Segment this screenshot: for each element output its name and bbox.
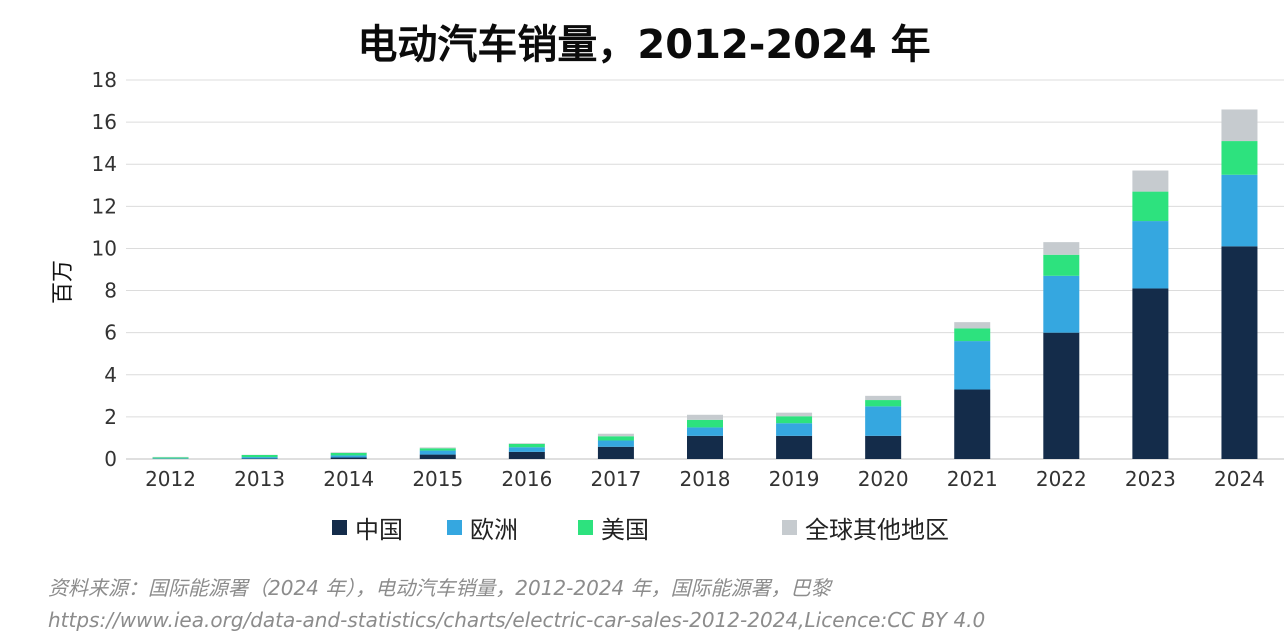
bar-segment <box>1132 221 1169 289</box>
legend-swatch <box>332 520 347 535</box>
legend-label: 中国 <box>355 516 403 544</box>
x-tick-label: 2021 <box>947 467 998 491</box>
x-tick-label: 2014 <box>323 467 374 491</box>
x-tick-label: 2018 <box>680 467 731 491</box>
legend-swatch <box>782 520 797 535</box>
chart-plot: 0 2 4 6 8 10 12 14 16 18 2012 2013 2014 2015 2016 2017 2… <box>51 68 1284 491</box>
y-tick-label: 4 <box>104 363 117 387</box>
y-tick-label: 6 <box>104 321 117 345</box>
bar-segment <box>954 341 991 390</box>
bar-segment <box>865 406 902 436</box>
bar-segment <box>1043 332 1080 459</box>
bar-segment <box>1132 288 1169 459</box>
y-tick-label: 14 <box>92 152 117 176</box>
bar-segment <box>330 452 367 453</box>
bar-segment <box>330 455 367 458</box>
bar-segment <box>1221 246 1258 459</box>
bar-segment <box>419 447 456 449</box>
bar-segment <box>687 414 723 420</box>
bar-segment <box>152 457 189 459</box>
bar-segment <box>865 435 902 459</box>
bar-segment <box>954 389 991 459</box>
x-tick-label: 2015 <box>412 467 463 491</box>
bar-segment <box>1043 254 1080 276</box>
bar-segment <box>687 427 723 436</box>
bar-segment <box>597 433 634 437</box>
bar-segment <box>776 416 813 424</box>
bar-segment <box>419 450 456 455</box>
legend-item: 中国 <box>332 510 403 545</box>
legend-item: 全球其他地区 <box>782 510 949 545</box>
bar-segment <box>330 452 367 456</box>
x-tick-label: 2019 <box>769 467 820 491</box>
bar-segment <box>508 443 545 448</box>
legend-item: 美国 <box>578 510 649 545</box>
bar-segment <box>1132 170 1169 192</box>
bar-segment <box>1221 109 1258 142</box>
x-tick-label: 2013 <box>234 467 285 491</box>
bar-segment <box>1221 141 1258 175</box>
y-axis-label: 百万 <box>51 260 76 304</box>
x-tick-label: 2016 <box>501 467 552 491</box>
x-tick-label: 2023 <box>1125 467 1176 491</box>
source-note: 资料来源：国际能源署（2024 年），电动汽车销量，2012-2024 年，国际… <box>48 572 985 636</box>
x-tick-label: 2022 <box>1036 467 1087 491</box>
y-tick-label: 18 <box>92 68 117 92</box>
y-tick-label: 10 <box>92 236 117 260</box>
source-line-1: 资料来源：国际能源署（2024 年），电动汽车销量，2012-2024 年，国际… <box>48 576 831 600</box>
bar-segment <box>597 446 634 459</box>
bar-segment <box>597 436 634 441</box>
bar-segment <box>508 443 545 444</box>
bar-segment <box>1043 242 1080 255</box>
bar-segment <box>687 419 723 428</box>
bar-segment <box>241 457 278 459</box>
bar-segment <box>865 400 902 407</box>
legend-swatch <box>447 520 462 535</box>
x-tick-label: 2024 <box>1214 467 1265 491</box>
bar-segment <box>687 435 723 459</box>
bar-segment <box>865 395 902 401</box>
legend-label: 美国 <box>601 516 649 544</box>
bar-segment <box>330 457 367 459</box>
x-tick-label: 2012 <box>145 467 196 491</box>
bar-segment <box>954 322 991 329</box>
source-line-2: https://www.iea.org/data-and-statistics/… <box>48 608 986 632</box>
bar-segment <box>419 448 456 451</box>
bar-segment <box>597 440 634 447</box>
y-tick-label: 12 <box>92 194 117 218</box>
x-tick-label: 2017 <box>590 467 641 491</box>
bar-segment <box>1043 275 1080 333</box>
bar-segment <box>776 435 813 459</box>
y-tick-label: 8 <box>104 279 117 303</box>
legend-swatch <box>578 520 593 535</box>
legend-label: 欧洲 <box>470 516 518 544</box>
y-tick-label: 16 <box>92 110 117 134</box>
bar-segment <box>954 328 991 342</box>
y-tick-label: 0 <box>104 447 117 471</box>
bar-segment <box>1221 174 1258 247</box>
bar-segment <box>776 423 813 436</box>
bar-segment <box>241 454 278 458</box>
y-tick-label: 2 <box>104 405 117 429</box>
chart-title: 电动汽车销量，2012-2024 年 <box>357 22 931 68</box>
legend-item: 欧洲 <box>447 510 518 545</box>
bar-segment <box>419 454 456 459</box>
bar-segment <box>508 447 545 452</box>
x-tick-label: 2020 <box>858 467 909 491</box>
bar-segment <box>508 451 545 459</box>
legend-label: 全球其他地区 <box>805 516 949 544</box>
bar-segment <box>776 412 813 417</box>
bar-segment <box>1132 191 1169 222</box>
